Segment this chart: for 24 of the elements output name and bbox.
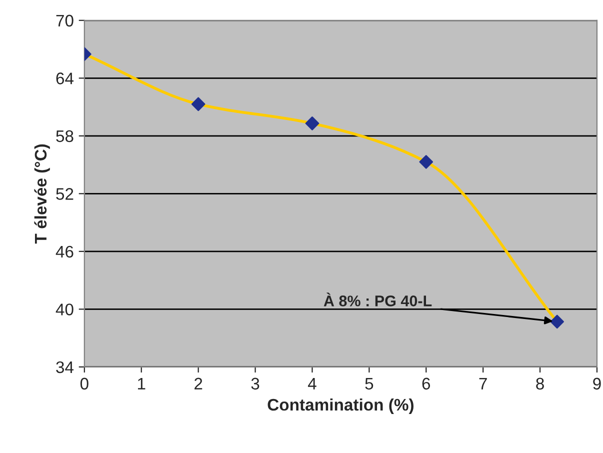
point bbox=[550, 314, 564, 329]
x-tick-label: 5 bbox=[365, 378, 374, 390]
y-tick-label: 46 bbox=[56, 246, 74, 258]
x-tick-label: 1 bbox=[138, 378, 146, 390]
x-tick-label: 8 bbox=[536, 378, 544, 390]
x-tick-label: 6 bbox=[422, 378, 430, 390]
y-tick-label: 70 bbox=[56, 14, 74, 27]
x-tick-label: 0 bbox=[80, 378, 88, 390]
point bbox=[191, 97, 206, 112]
point bbox=[419, 154, 434, 169]
x-tick-label: 2 bbox=[194, 378, 202, 390]
y-tick-label: 34 bbox=[56, 361, 74, 374]
annotation: À 8% : PG 40-L bbox=[324, 292, 432, 306]
x-tick-label: 7 bbox=[479, 378, 487, 390]
y-tick-label: 64 bbox=[56, 72, 74, 84]
x-axis-title: Contamination (%) bbox=[268, 398, 414, 414]
y-tick-label: 52 bbox=[56, 188, 74, 200]
x-tick-label: 3 bbox=[251, 378, 260, 390]
y-axis-title: T élevée (°C) bbox=[34, 144, 50, 244]
y-tick-label: 40 bbox=[56, 304, 74, 316]
x-tick-label: 9 bbox=[593, 378, 601, 390]
point bbox=[305, 116, 320, 130]
y-tick-label: 58 bbox=[56, 130, 74, 142]
x-tick-label: 4 bbox=[308, 378, 316, 390]
